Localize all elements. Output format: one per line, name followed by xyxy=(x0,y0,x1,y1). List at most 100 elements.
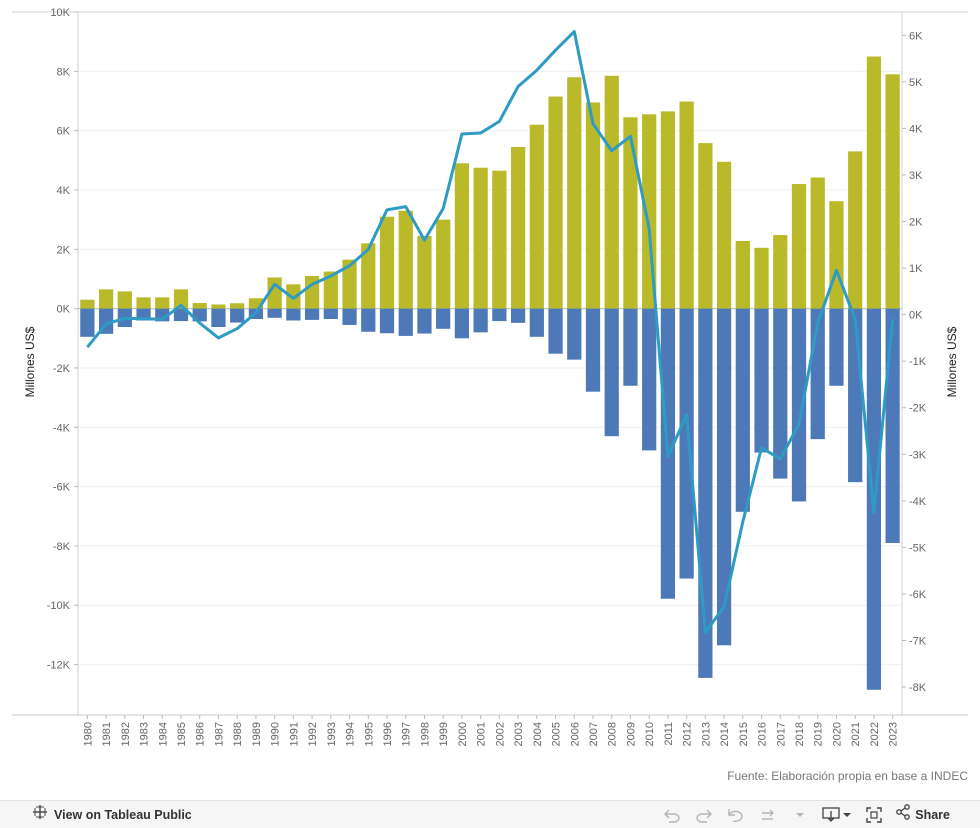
source-note: Fuente: Elaboración propia en base a IND… xyxy=(727,769,968,783)
bar-positive xyxy=(716,161,732,309)
bar-negative xyxy=(529,308,544,337)
axes: 10K 8K 6K 4K 2K 0K -2K -4K -6K -8K -10K -12K 6K 5K 4K 3… xyxy=(12,7,968,746)
bar-negative xyxy=(829,308,844,386)
bar-negative xyxy=(173,308,189,322)
bar-positive xyxy=(567,77,582,309)
x-tick-label: 2012 xyxy=(682,722,694,746)
y-left-tick-label: 10K xyxy=(50,7,70,19)
bar-negative xyxy=(342,308,357,325)
bar-negative xyxy=(361,308,376,332)
x-tick-label: 2001 xyxy=(476,722,488,746)
y-left-tick-label: 2K xyxy=(57,244,71,256)
y-axis-left-title: Millones US$ xyxy=(23,326,37,397)
y-left-tick-label: -4K xyxy=(53,422,71,434)
share-button[interactable]: Share xyxy=(895,804,950,825)
x-tick-label: 1996 xyxy=(382,722,394,746)
bar-negative xyxy=(417,308,432,334)
bar-negative xyxy=(398,308,413,336)
bar-positive xyxy=(436,219,451,309)
fullscreen-icon[interactable] xyxy=(863,805,885,825)
bar-positive xyxy=(510,146,526,309)
y-right-tick-label: 1K xyxy=(909,263,923,275)
bar-negative xyxy=(286,308,301,321)
bar-positive xyxy=(885,74,900,309)
x-tick-label: 1991 xyxy=(288,722,300,746)
y-right-tick-label: -6K xyxy=(909,589,927,601)
bar-negative xyxy=(754,308,769,453)
undo-icon[interactable] xyxy=(661,805,683,825)
y-left-tick-label: -8K xyxy=(53,541,71,553)
x-tick-label: 1994 xyxy=(345,722,357,746)
y-left-tick-label: -2K xyxy=(53,363,71,375)
bar-negative xyxy=(735,308,750,512)
bar-positive xyxy=(791,184,807,309)
x-tick-label: 1995 xyxy=(363,722,375,746)
y-axis-right-title: Millones US$ xyxy=(945,326,959,397)
y-left-tick-label: 4K xyxy=(57,185,71,197)
x-tick-label: 1984 xyxy=(157,722,169,746)
bar-negative xyxy=(211,308,226,328)
bar-positive xyxy=(492,170,507,309)
bar-positive xyxy=(454,163,470,309)
download-icon[interactable] xyxy=(821,805,853,825)
bar-negative xyxy=(716,308,732,646)
y-left-tick-label: 0K xyxy=(57,304,71,316)
y-right-tick-label: -5K xyxy=(909,542,927,554)
bars xyxy=(80,56,900,690)
bar-negative xyxy=(492,308,507,322)
view-on-tableau-public-button[interactable]: View on Tableau Public xyxy=(32,804,192,825)
y-right-tick-label: 6K xyxy=(909,30,923,42)
x-tick-label: 2011 xyxy=(663,722,675,746)
bar-positive xyxy=(679,101,694,309)
refresh-icon[interactable] xyxy=(757,805,779,825)
x-tick-label: 1980 xyxy=(82,722,94,746)
bar-positive xyxy=(548,96,563,309)
y-right-tick-label: 0K xyxy=(909,310,923,322)
x-tick-label: 2015 xyxy=(738,722,750,746)
share-icon xyxy=(895,804,911,825)
x-tick-label: 1998 xyxy=(419,722,431,746)
x-tick-label: 1992 xyxy=(307,722,319,746)
x-tick-label: 1999 xyxy=(438,722,450,746)
bar-positive xyxy=(866,56,882,309)
bar-positive xyxy=(417,235,432,309)
view-on-tableau-public-label: View on Tableau Public xyxy=(54,807,192,822)
bar-negative xyxy=(436,308,451,329)
bar-negative xyxy=(136,308,151,321)
tableau-logo-icon xyxy=(32,804,48,825)
y-right-tick-label: -7K xyxy=(909,636,927,648)
line-series xyxy=(86,30,895,635)
bar-negative xyxy=(623,308,638,386)
x-tick-label: 2007 xyxy=(588,722,600,746)
x-tick-label: 1983 xyxy=(139,722,151,746)
bar-negative xyxy=(548,308,563,354)
bar-negative xyxy=(230,308,245,323)
bar-negative xyxy=(885,308,900,543)
bar-positive xyxy=(136,297,151,309)
bar-negative xyxy=(585,308,601,392)
x-tick-label: 1985 xyxy=(176,722,188,746)
bar-negative xyxy=(323,308,338,320)
bar-positive xyxy=(585,102,601,309)
y-left-tick-label: -10K xyxy=(47,600,71,612)
line-series-path xyxy=(86,30,895,635)
x-tick-label: 1997 xyxy=(401,722,413,746)
share-label: Share xyxy=(915,807,950,822)
bar-positive xyxy=(173,289,189,309)
bar-positive xyxy=(323,271,338,309)
bar-positive xyxy=(810,177,825,309)
bar-negative xyxy=(267,308,282,318)
revert-icon[interactable] xyxy=(725,805,747,825)
bar-positive xyxy=(773,235,788,309)
x-tick-label: 1990 xyxy=(270,722,282,746)
redo-icon[interactable] xyxy=(693,805,715,825)
dropdown-caret-icon[interactable] xyxy=(789,805,811,825)
x-tick-label: 2020 xyxy=(831,722,843,746)
bar-positive xyxy=(623,117,638,309)
bar-negative xyxy=(80,308,95,337)
x-tick-label: 1989 xyxy=(251,722,263,746)
x-tick-label: 2014 xyxy=(719,722,731,746)
x-tick-label: 1986 xyxy=(195,722,207,746)
bar-negative xyxy=(791,308,807,502)
bar-positive xyxy=(80,299,95,309)
